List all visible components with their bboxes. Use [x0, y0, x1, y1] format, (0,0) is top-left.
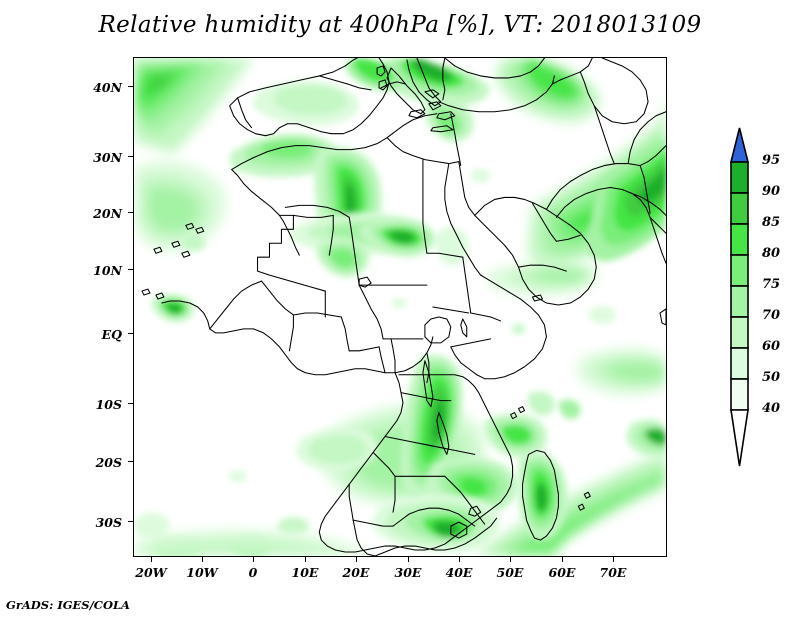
y-tick-20N — [128, 212, 133, 214]
colorbar-band-75-80 — [730, 254, 749, 287]
colorbar-label-70: 70 — [762, 308, 781, 323]
y-tick-40N — [128, 86, 133, 88]
colorbar-label-90: 90 — [762, 184, 781, 199]
x-tick-10W — [202, 557, 204, 562]
page-title: Relative humidity at 400hPa [%], VT: 201… — [98, 12, 702, 38]
x-tick-50E — [510, 557, 512, 562]
colorbar-band-80-85 — [730, 223, 749, 256]
y-axis-label-30S: 30S — [95, 515, 122, 530]
colorbar-label-85: 85 — [762, 215, 781, 230]
y-tick-20S — [128, 461, 133, 463]
humidity-shading-layer — [134, 58, 666, 556]
x-axis-label-60E: 60E — [548, 565, 576, 580]
humidity-map-canvas — [134, 58, 666, 556]
y-tick-10S — [128, 403, 133, 405]
x-axis-label-10E: 10E — [291, 565, 319, 580]
x-tick-0 — [253, 557, 255, 562]
colorbar-under-arrow — [730, 409, 749, 467]
colorbar-label-50: 50 — [762, 370, 781, 385]
colorbar-label-60: 60 — [762, 339, 781, 354]
x-axis-label-10W: 10W — [186, 565, 218, 580]
x-axis-label-40E: 40E — [445, 565, 473, 580]
y-axis-label-10N: 10N — [93, 263, 122, 278]
colorbar-band-50-60 — [730, 347, 749, 380]
colorbar: 95 90 85 80 75 70 60 50 40 — [716, 126, 796, 498]
x-axis-label-20W: 20W — [135, 565, 167, 580]
colorbar-label-40: 40 — [762, 401, 781, 416]
x-tick-60E — [562, 557, 564, 562]
x-tick-10E — [305, 557, 307, 562]
x-tick-20E — [356, 557, 358, 562]
x-tick-40E — [459, 557, 461, 562]
y-axis-label-10S: 10S — [95, 397, 122, 412]
colorbar-band-70-75 — [730, 285, 749, 318]
y-tick-10N — [128, 269, 133, 271]
x-axis-label-20E: 20E — [342, 565, 370, 580]
x-tick-30E — [408, 557, 410, 562]
colorbar-label-80: 80 — [762, 246, 781, 261]
y-tick-30N — [128, 156, 133, 158]
y-axis-label-30N: 30N — [93, 150, 122, 165]
colorbar-swatches — [729, 127, 750, 467]
y-tick-30S — [128, 521, 133, 523]
x-tick-70E — [613, 557, 615, 562]
x-axis-label-50E: 50E — [496, 565, 524, 580]
x-axis-label-70E: 70E — [599, 565, 627, 580]
colorbar-over-arrow — [729, 127, 750, 163]
colorbar-label-95: 95 — [762, 153, 781, 168]
colorbar-band-60-70 — [730, 316, 749, 349]
colorbar-label-75: 75 — [762, 277, 781, 292]
colorbar-band-90-95 — [730, 161, 749, 194]
y-axis-label-40N: 40N — [93, 80, 122, 95]
colorbar-band-40-50 — [730, 378, 749, 411]
colorbar-band-85-90 — [730, 192, 749, 225]
y-axis-label-20S: 20S — [95, 455, 122, 470]
y-tick-EQ — [128, 333, 133, 335]
y-axis-label-20N: 20N — [93, 206, 122, 221]
grads-credit: GrADS: IGES/COLA — [6, 598, 130, 612]
x-tick-20W — [151, 557, 153, 562]
x-axis-label-30E: 30E — [394, 565, 422, 580]
x-axis-label-0: 0 — [248, 565, 258, 580]
coastline-layer — [141, 58, 666, 556]
map-plot-area — [133, 57, 667, 557]
y-axis-label-EQ: EQ — [101, 327, 122, 342]
